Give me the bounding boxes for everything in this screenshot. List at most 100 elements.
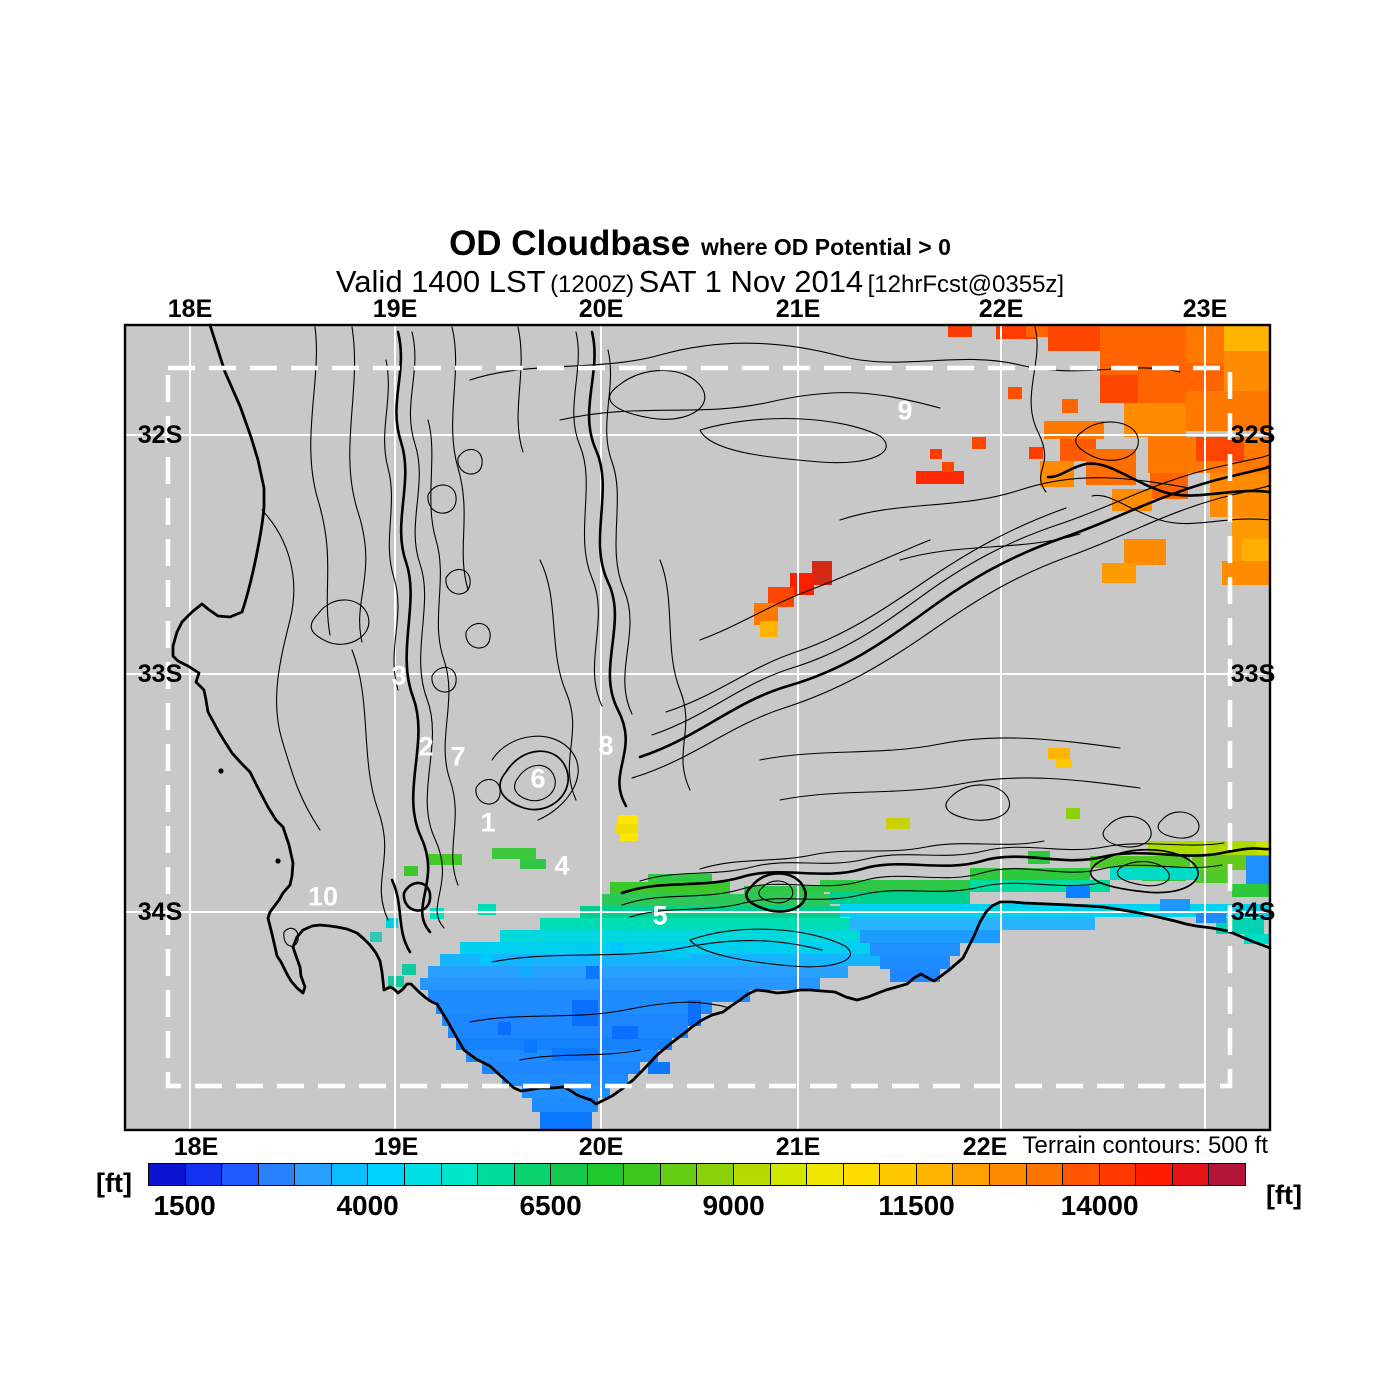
colorbar-tick-label: 14000 [1060, 1190, 1139, 1221]
colorbar-cell [1098, 1164, 1136, 1185]
cloudbase-cell [524, 1040, 537, 1053]
contour-value-label: 6 [530, 763, 546, 794]
colorbar-cell [988, 1164, 1026, 1185]
colorbar-cell [1208, 1164, 1245, 1185]
colorbar-cell [586, 1164, 624, 1185]
cloudbase-cell [428, 990, 750, 1002]
cloudbase-cell [1124, 539, 1166, 565]
cloudbase-cell [760, 918, 773, 930]
colorbar-tick-label: 4000 [336, 1190, 399, 1221]
cloudbase-cell [440, 954, 900, 966]
title-block: OD Cloudbase where OD Potential > 0 Vali… [0, 225, 1400, 299]
meridian-line [189, 325, 191, 1130]
cloudbase-cell [610, 882, 730, 894]
cloudbase-cell [502, 1074, 628, 1086]
coastline [171, 323, 1272, 1106]
cloudbase-cell [478, 904, 496, 915]
cloudbase-cell [1110, 868, 1200, 880]
cloudbase-cell [850, 917, 1095, 930]
valid-zulu: (1200Z) [550, 270, 635, 298]
cloudbase-cell [1102, 563, 1136, 583]
colorbar-tick-label: 9000 [702, 1190, 765, 1221]
colorbar-cell [806, 1164, 843, 1185]
lon-label-top: 19E [372, 295, 418, 323]
colorbar-cell [184, 1164, 222, 1185]
cloudbase-cell [428, 966, 848, 978]
meridian-line [394, 325, 396, 1130]
colorbar-cell [367, 1164, 404, 1185]
cloudbase-cell [404, 866, 418, 876]
cloudbase-cell [612, 1026, 638, 1039]
meridian-line [1000, 325, 1002, 1130]
cloudbase-cell [1056, 759, 1072, 768]
lat-label-left: 34S [137, 898, 183, 926]
cloudbase-cell [520, 966, 533, 978]
contour-value-label: 1 [480, 807, 496, 838]
contour-value-label: 5 [652, 900, 668, 931]
cloudbase-colorbar [148, 1163, 1246, 1186]
parallel-line [125, 434, 1270, 436]
contour-value-label: 3 [391, 660, 407, 691]
meridian-line [797, 325, 799, 1130]
cloudbase-cell [600, 894, 830, 906]
cloudbase-cell [618, 815, 638, 824]
colorbar-cell [696, 1164, 733, 1185]
meridian-line [600, 325, 602, 1130]
colorbar-cell [1025, 1164, 1063, 1185]
cloudbase-cell [664, 946, 690, 959]
cloudbase-cell [688, 1000, 701, 1026]
cloudbase-cell [754, 603, 778, 625]
cloudbase-cell [1246, 856, 1270, 884]
meridian-line [1204, 325, 1206, 1130]
cloudbase-cell [860, 930, 1000, 943]
colorbar-unit-left: [ft] [96, 1168, 132, 1198]
lat-label-right: 32S [1230, 421, 1276, 449]
colorbar-cell [915, 1164, 953, 1185]
cloudbase-cell [1066, 808, 1080, 819]
contour-value-label: 10 [307, 881, 339, 912]
colorbar-cell [440, 1164, 478, 1185]
cloudbase-cell [948, 325, 972, 337]
cloudbase-cell [572, 1000, 598, 1026]
colorbar-cell [733, 1164, 770, 1185]
cloudbase-cell [790, 573, 814, 595]
colorbar-cell [550, 1164, 587, 1185]
lon-label-top: 18E [167, 295, 213, 323]
cloudbase-cell [1029, 447, 1043, 459]
colorbar-cell [842, 1164, 880, 1185]
lon-label-bottom: 18E [173, 1133, 219, 1161]
cloudbase-cell [540, 918, 860, 930]
colorbar-cell [769, 1164, 807, 1185]
cloudbase-cell [420, 978, 820, 990]
model-domain-dashed-box [165, 365, 1233, 1089]
cloudbase-cell [1066, 886, 1090, 898]
colorbar-cell [294, 1164, 331, 1185]
cloudbase-cell [492, 848, 536, 859]
parallel-line [125, 673, 1270, 675]
cloudbase-cell [972, 437, 986, 449]
cloudbase-cell [456, 1038, 672, 1050]
cloudbase-cell [820, 880, 970, 892]
colorbar-cell [403, 1164, 441, 1185]
cloudbase-cell [610, 942, 623, 954]
colorbar-tick-label: 1500 [153, 1190, 216, 1221]
cloudbase-cell [500, 930, 890, 942]
lon-label-top: 23E [1182, 295, 1228, 323]
cloudbase-cell [402, 964, 416, 975]
dassen-island [218, 768, 224, 774]
colorbar-cell [879, 1164, 916, 1185]
cloudbase-cell [620, 833, 638, 841]
contour-value-label: 7 [450, 741, 466, 772]
colorbar-cell [952, 1164, 989, 1185]
cloudbase-cell [648, 1062, 670, 1074]
cloudbase-cell [768, 587, 794, 607]
cloudbase-cell [1224, 325, 1270, 351]
valid-time: Valid 1400 LST [335, 263, 546, 299]
cloudbase-cell [370, 932, 382, 942]
cloudbase-cell [540, 1112, 592, 1130]
cloudbase-cell [386, 918, 398, 928]
chart-title: OD Cloudbase where OD Potential > 0 [0, 225, 1400, 263]
cloudbase-cell [1196, 911, 1226, 923]
